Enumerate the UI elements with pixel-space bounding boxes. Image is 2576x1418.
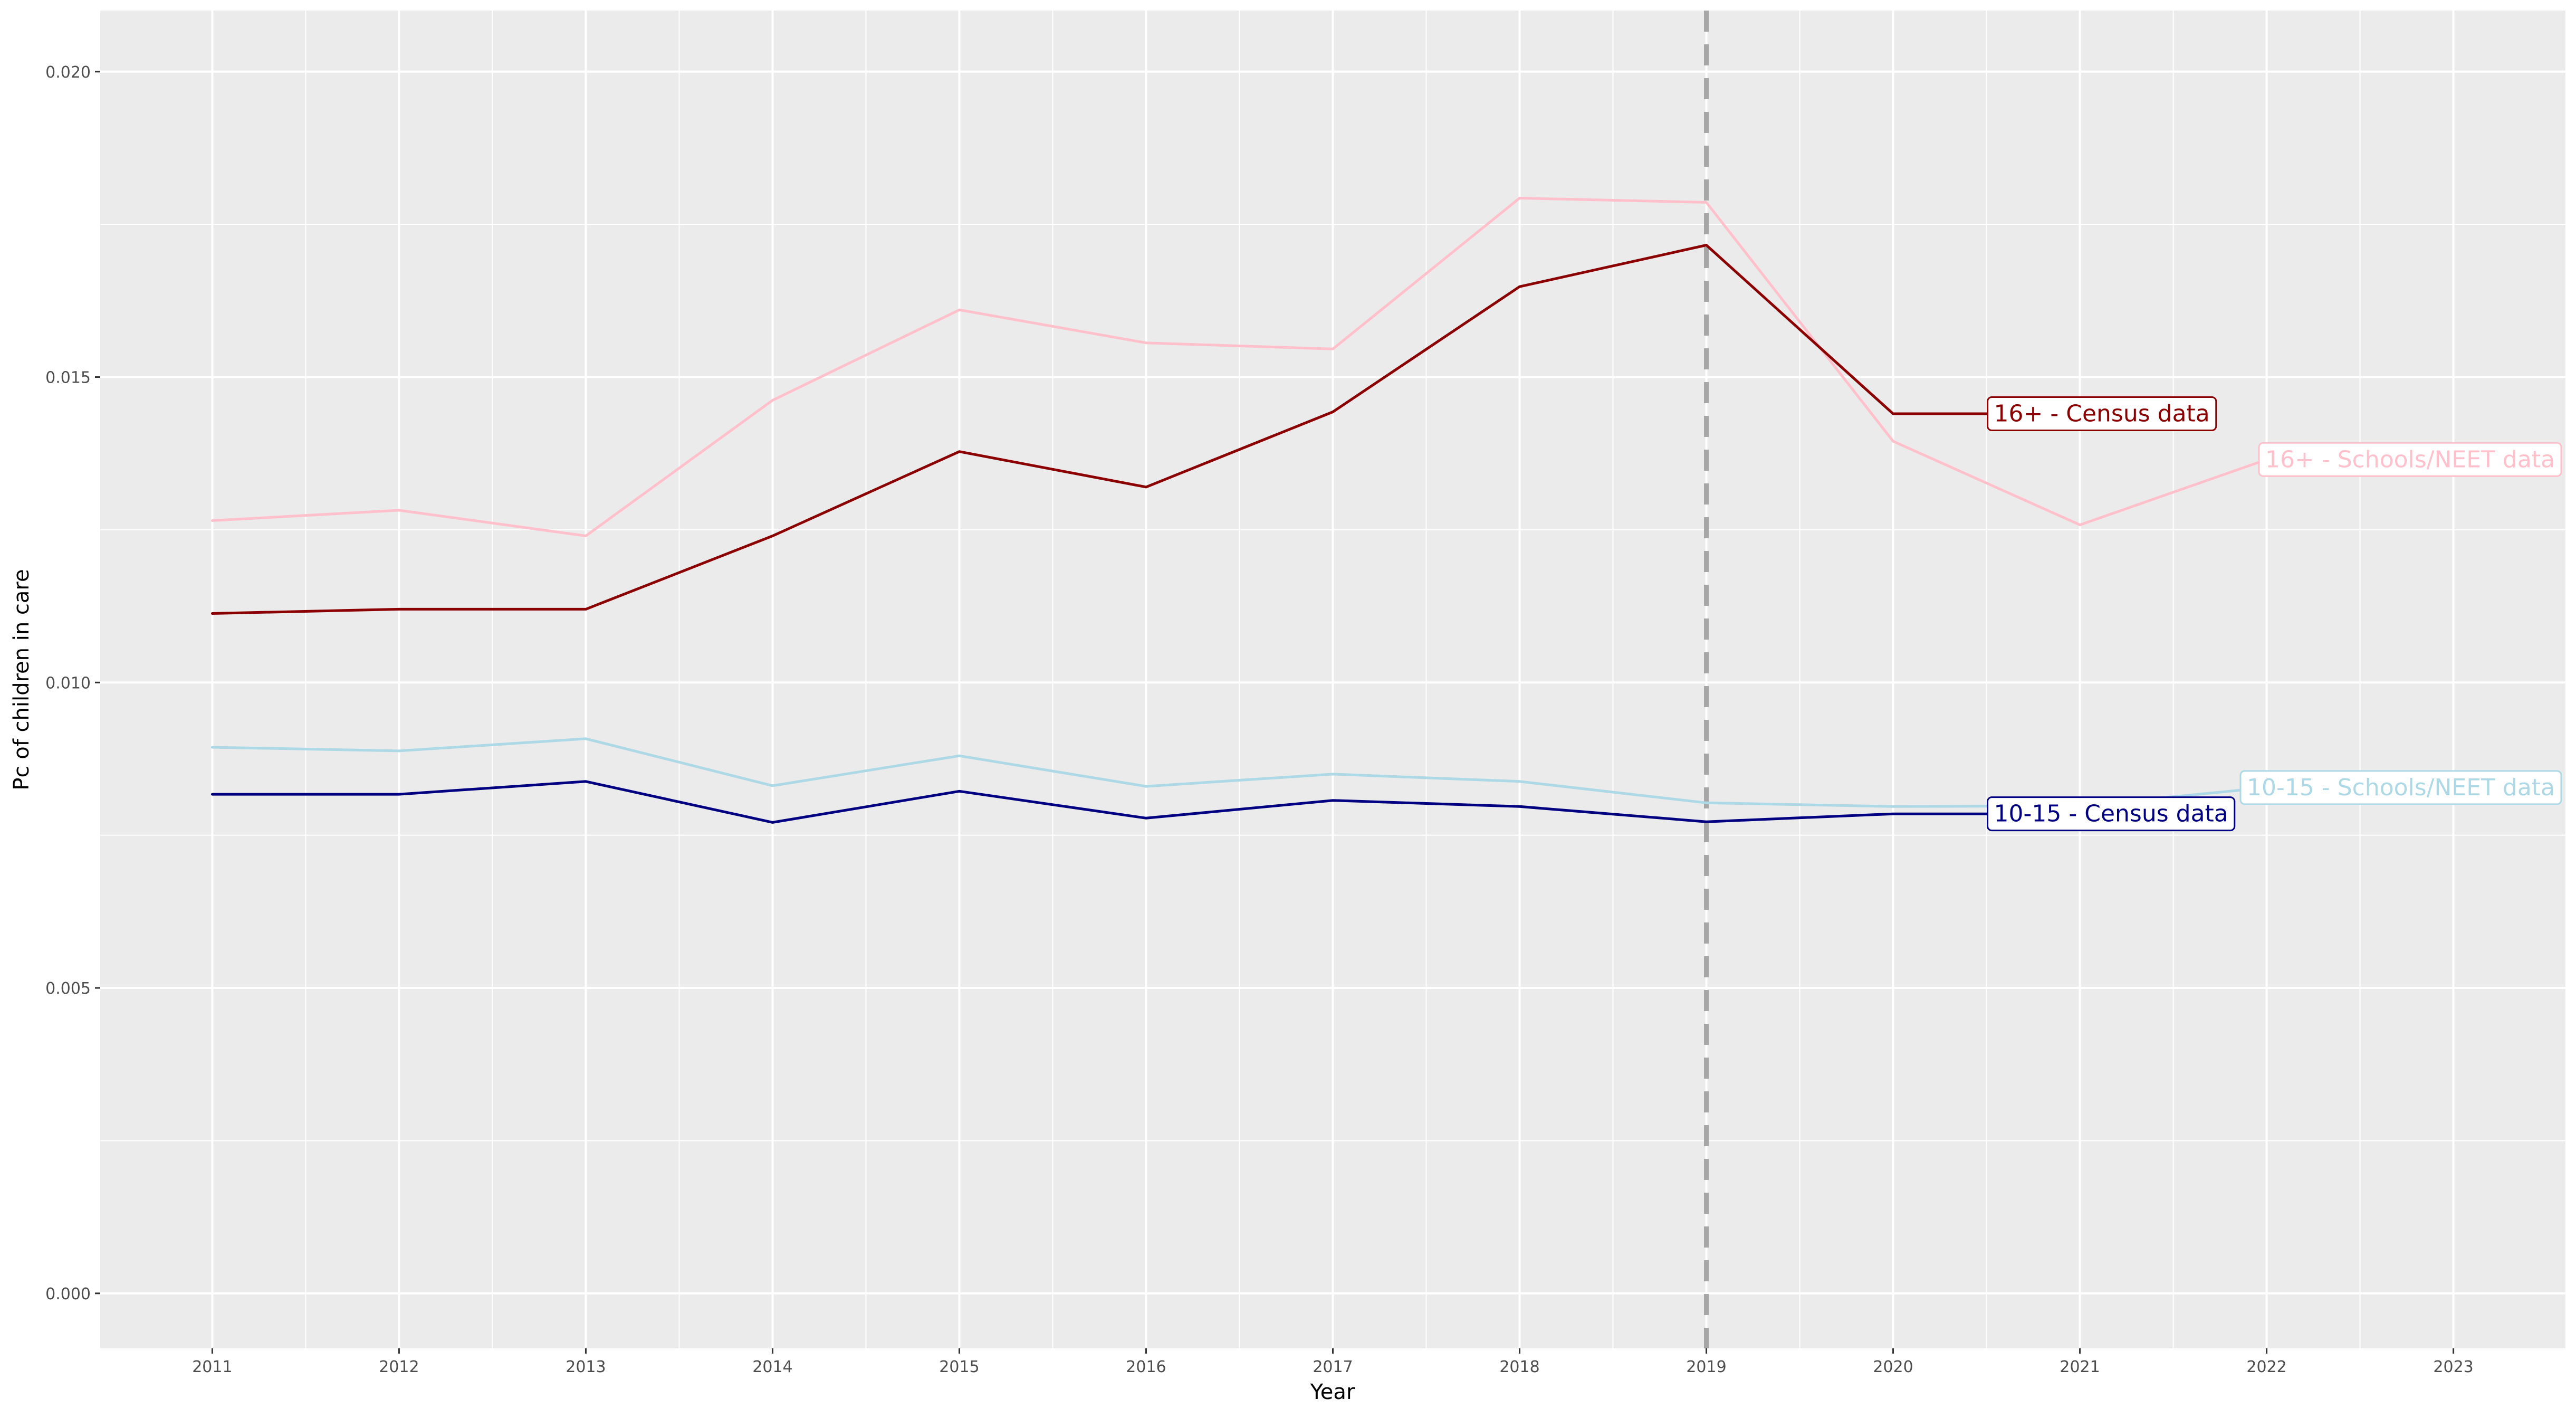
x-tick-label: 2012 bbox=[379, 1358, 419, 1376]
x-axis: 2011 2012 2013 2014 2015 2016 2017 2018 2019 2020… bbox=[192, 1348, 2474, 1376]
x-axis-title: Year bbox=[1310, 1380, 1355, 1404]
x-tick-label: 2020 bbox=[1873, 1358, 1913, 1376]
y-axis-title: Pc of children in care bbox=[9, 569, 34, 790]
series-label: 16+ - Census data bbox=[1987, 396, 2217, 431]
series-label-box bbox=[1987, 396, 2217, 431]
series-label-text: 16+ - Census data bbox=[1994, 400, 2210, 427]
x-tick-label: 2016 bbox=[1126, 1358, 1166, 1376]
y-tick-label: 0.000 bbox=[45, 1285, 91, 1303]
y-tick-label: 0.020 bbox=[45, 63, 91, 82]
series-layer bbox=[210, 196, 2268, 824]
x-tick-label: 2018 bbox=[1499, 1358, 1539, 1376]
x-tick-label: 2017 bbox=[1313, 1358, 1353, 1376]
y-tick-label: 0.005 bbox=[45, 979, 91, 998]
y-axis: 0.000 0.005 0.010 0.015 0.020 bbox=[45, 63, 100, 1303]
x-tick-label: 2015 bbox=[939, 1358, 979, 1376]
x-tick-label: 2021 bbox=[2060, 1358, 2100, 1376]
series-label-box bbox=[1987, 796, 2236, 832]
y-tick-label: 0.010 bbox=[45, 674, 91, 692]
x-tick-label: 2014 bbox=[752, 1358, 792, 1376]
series-line bbox=[210, 737, 2268, 808]
x-tick-label: 2022 bbox=[2246, 1358, 2286, 1376]
series-line bbox=[210, 196, 2268, 537]
x-tick-label: 2023 bbox=[2433, 1358, 2473, 1376]
x-tick-label: 2013 bbox=[566, 1358, 606, 1376]
series-label: 16+ - Schools/NEET data bbox=[2258, 442, 2562, 477]
series-label-box bbox=[2239, 770, 2562, 805]
series-label-text: 10-15 - Census data bbox=[1994, 801, 2228, 827]
series-label-layer: 16+ - Census data 16+ - Schools/NEET data… bbox=[1987, 396, 2562, 832]
grid-major bbox=[100, 11, 2565, 1348]
series-line bbox=[210, 780, 1988, 824]
y-tick-label: 0.015 bbox=[45, 369, 91, 387]
x-tick-label: 2011 bbox=[192, 1358, 232, 1376]
series-label: 10-15 - Census data bbox=[1987, 796, 2236, 832]
series-label-text: 16+ - Schools/NEET data bbox=[2265, 446, 2555, 473]
series-label-text: 10-15 - Schools/NEET data bbox=[2247, 774, 2555, 801]
series-line bbox=[210, 244, 1988, 615]
series-label-box bbox=[2258, 442, 2562, 477]
series-label: 10-15 - Schools/NEET data bbox=[2239, 770, 2562, 805]
x-tick-label: 2019 bbox=[1686, 1358, 1726, 1376]
